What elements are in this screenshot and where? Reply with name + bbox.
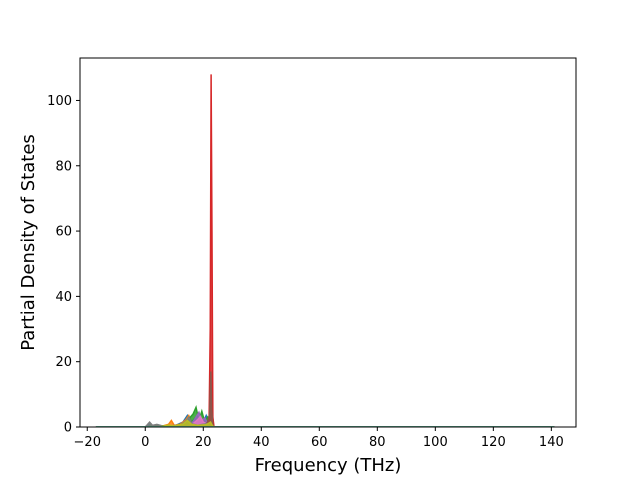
y-tick-label: 20 <box>55 355 72 370</box>
x-axis-ticks: −20 0 20 40 60 80 100 120 140 <box>74 427 564 450</box>
y-axis-ticks: 0 20 40 60 80 100 <box>47 94 80 436</box>
x-tick-label: 0 <box>141 435 149 450</box>
x-tick-label: 60 <box>311 435 328 450</box>
x-tick-label: 100 <box>423 435 448 450</box>
y-tick-label: 40 <box>55 290 72 305</box>
series-fill-8 <box>95 420 555 427</box>
x-tick-label: 40 <box>253 435 270 450</box>
x-tick-label: 140 <box>539 435 564 450</box>
y-tick-label: 60 <box>55 225 72 240</box>
x-tick-label: 120 <box>481 435 506 450</box>
y-axis-label: Partial Density of States <box>18 134 39 351</box>
y-tick-label: 100 <box>47 94 72 109</box>
series-layer <box>95 74 555 427</box>
x-tick-label: 80 <box>369 435 386 450</box>
x-tick-label: 20 <box>195 435 212 450</box>
x-axis-label: Frequency (THz) <box>255 455 402 476</box>
y-tick-label: 0 <box>64 421 72 436</box>
x-tick-label: −20 <box>74 435 101 450</box>
series-line-8 <box>95 419 555 427</box>
y-tick-label: 80 <box>55 159 72 174</box>
plot-frame <box>79 57 577 428</box>
